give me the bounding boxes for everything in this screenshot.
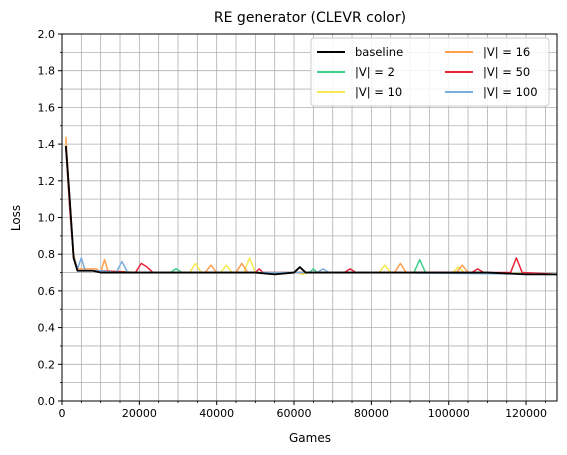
chart-title: RE generator (CLEVR color)	[214, 10, 406, 26]
legend-box	[310, 37, 550, 107]
x-tick-label: 60000	[277, 407, 312, 420]
y-tick-label: 1.8	[38, 65, 56, 78]
series-line-baseline	[64, 145, 557, 276]
y-tick-label: 1.6	[38, 101, 56, 114]
y-tick-label: 0.4	[38, 322, 56, 335]
axis-ticks: 0 20000 40000 60000 80000 100000 120000 0.0 0.2 0…	[38, 28, 548, 420]
series-lines	[64, 136, 557, 276]
legend-label-v-16: |V| = 16	[483, 45, 530, 59]
x-tick-label: 120000	[505, 407, 547, 420]
legend-label-v-10: |V| = 10	[355, 85, 402, 99]
y-tick-label: 1.0	[38, 212, 56, 225]
y-tick-label: 0.6	[38, 285, 56, 298]
legend-label-v-50: |V| = 50	[483, 65, 530, 79]
x-tick-label: 20000	[122, 407, 157, 420]
y-tick-label: 1.4	[38, 138, 56, 151]
y-axis-label: Loss	[9, 205, 23, 231]
y-tick-label: 1.2	[38, 175, 56, 188]
legend-label-v-2: |V| = 2	[355, 65, 395, 79]
x-tick-label: 80000	[354, 407, 389, 420]
x-axis-label: Games	[289, 431, 331, 445]
x-tick-label: 100000	[428, 407, 470, 420]
y-tick-label: 0.0	[38, 395, 56, 408]
x-tick-label: 40000	[199, 407, 234, 420]
legend-label-baseline: baseline	[355, 45, 403, 59]
legend-label-v-100: |V| = 100	[483, 85, 538, 99]
y-tick-label: 0.2	[38, 358, 56, 371]
legend: baseline |V| = 2 |V| = 10 |V| = 16 |V| = 50 |…	[310, 37, 550, 107]
y-tick-label: 2.0	[38, 28, 56, 41]
x-tick-label: 0	[59, 407, 66, 420]
y-tick-label: 0.8	[38, 248, 56, 261]
